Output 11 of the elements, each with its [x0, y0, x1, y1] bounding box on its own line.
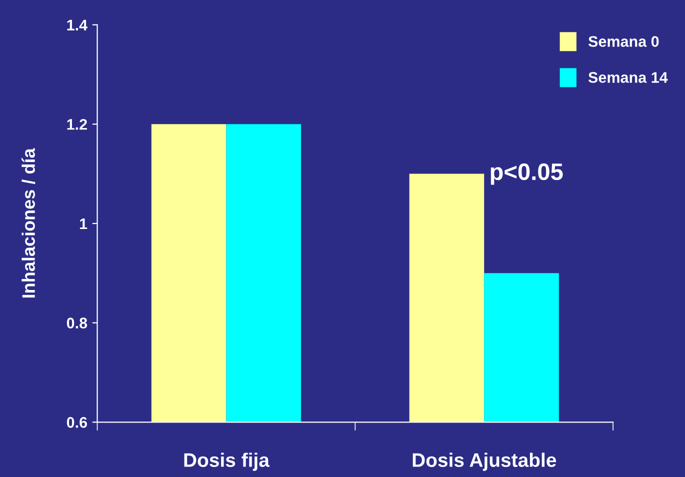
y-tick-label: 1.4	[67, 20, 88, 30]
annotation: p<0.05	[490, 163, 563, 185]
legend-label: Semana 14	[588, 72, 668, 83]
x-tick-label: Dosis Ajustable	[412, 452, 556, 471]
y-tick-label: 0.6	[66, 417, 87, 428]
y-tick-label: 1.2	[67, 119, 87, 130]
y-axis-title: Inhalaciones / día	[22, 148, 36, 298]
x-tick-label: Dosis fija	[184, 452, 270, 471]
y-tick-label: 1	[80, 218, 88, 230]
legend-label: Semana 0	[588, 36, 659, 47]
y-tick-label: 0.8	[66, 318, 88, 328]
